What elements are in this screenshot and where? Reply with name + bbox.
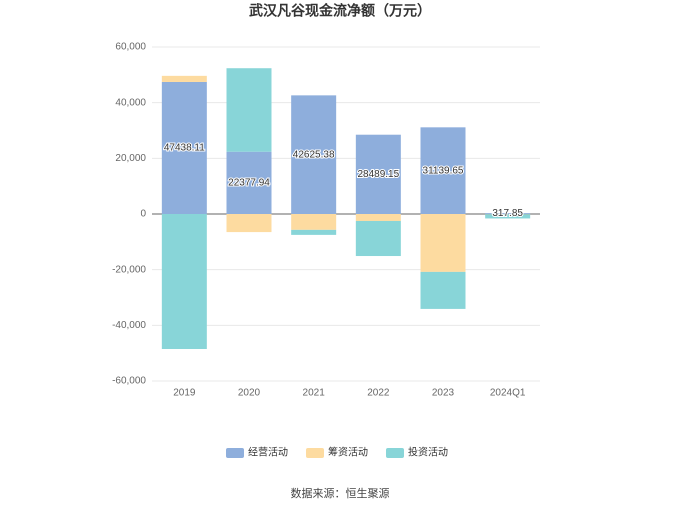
bar xyxy=(355,214,401,221)
value-label: 47438.11 xyxy=(164,143,205,154)
y-tick-label: 0 xyxy=(140,209,146,220)
legend-label: 经营活动 xyxy=(248,446,288,459)
bar xyxy=(355,220,401,257)
legend-label: 筹资活动 xyxy=(328,446,368,459)
bar xyxy=(226,151,272,214)
bar xyxy=(420,271,466,309)
chart-title: 武汉凡谷现金流净额（万元） xyxy=(249,3,431,19)
bar xyxy=(291,229,337,235)
bar xyxy=(226,214,272,233)
legend-swatch xyxy=(226,448,244,458)
x-tick-label: 2019 xyxy=(173,388,196,399)
bar xyxy=(161,75,207,82)
bar xyxy=(420,127,466,214)
value-label: 22377.94 xyxy=(228,177,270,188)
y-tick-label: 60,000 xyxy=(115,42,146,53)
y-tick-label: -20,000 xyxy=(112,264,146,275)
value-label: 28489.15 xyxy=(357,169,399,180)
bar xyxy=(161,81,207,214)
bar xyxy=(355,134,401,214)
bar xyxy=(485,214,531,219)
value-label: 317.85 xyxy=(492,208,523,219)
y-tick-label: 20,000 xyxy=(115,153,146,164)
source: 数据来源：恒生聚源 xyxy=(291,486,390,500)
x-tick-label: 2024Q1 xyxy=(490,388,526,399)
legend-swatch xyxy=(306,448,324,458)
x-tick-label: 2021 xyxy=(303,388,326,399)
value-label: 42625.38 xyxy=(293,149,335,160)
y-tick-label: 40,000 xyxy=(115,97,146,108)
x-tick-label: 2022 xyxy=(367,388,390,399)
bar xyxy=(226,68,272,152)
bar xyxy=(161,214,207,349)
x-tick-label: 2020 xyxy=(238,388,261,399)
bar xyxy=(291,214,337,230)
bar xyxy=(485,213,531,214)
legend-label: 投资活动 xyxy=(408,446,448,459)
y-tick-label: -60,000 xyxy=(112,376,146,387)
legend-swatch xyxy=(386,448,404,458)
x-tick-label: 2023 xyxy=(432,388,455,399)
value-label: 31139.65 xyxy=(423,165,464,176)
bar xyxy=(291,95,337,214)
bar xyxy=(420,214,466,272)
y-tick-label: -40,000 xyxy=(112,320,146,331)
